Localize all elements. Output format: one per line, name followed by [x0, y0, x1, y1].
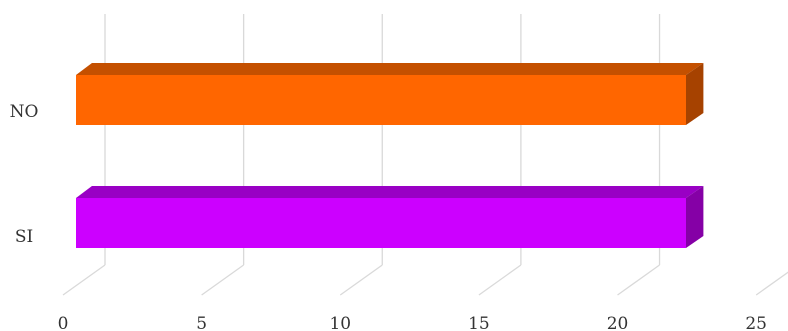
- x-tick-label: 0: [58, 314, 69, 331]
- gridline-floor: [617, 264, 660, 296]
- category-label-no: NO: [10, 102, 39, 122]
- bars: [76, 63, 704, 248]
- category-label-si: SI: [15, 227, 33, 247]
- bar-front-face: [76, 198, 686, 248]
- bar-front-face: [76, 75, 686, 125]
- x-tick-label: 25: [745, 314, 767, 331]
- bar-side-face: [686, 63, 704, 125]
- gridline-floor: [201, 264, 245, 296]
- bar-no: [76, 63, 704, 125]
- x-tick-label: 20: [607, 314, 629, 331]
- gridlines: [62, 14, 788, 296]
- gridline-floor: [478, 264, 522, 296]
- x-tick-label: 15: [468, 314, 490, 331]
- gridline-floor: [62, 264, 106, 296]
- y-axis-categories: NO SI: [10, 102, 39, 247]
- x-tick-label: 10: [329, 314, 351, 331]
- bar-si: [76, 186, 704, 248]
- bar-top-face: [76, 186, 704, 198]
- x-axis-ticks: 0 5 10 15 20 25: [58, 314, 767, 331]
- gridline-floor: [755, 271, 788, 296]
- x-tick-label: 5: [196, 314, 207, 331]
- bar-side-face: [686, 186, 704, 248]
- bar-top-face: [76, 63, 704, 75]
- gridline-floor: [339, 264, 383, 296]
